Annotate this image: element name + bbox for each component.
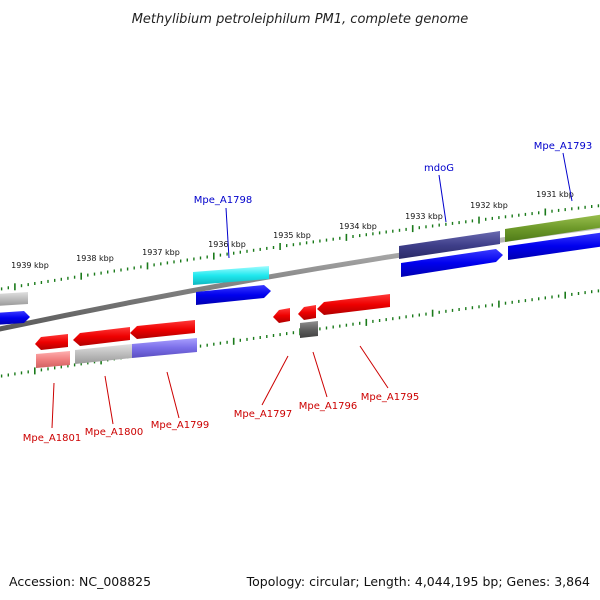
gene-label-mpe-a1797[interactable]: Mpe_A1797 xyxy=(234,409,292,420)
leader-line xyxy=(166,371,180,419)
gene-feature[interactable] xyxy=(35,334,68,350)
reverse-genes xyxy=(35,294,390,368)
leader-line xyxy=(359,345,389,389)
leader-line xyxy=(312,351,328,398)
gene-feature[interactable] xyxy=(73,327,130,346)
gene-label-mpe-a1793[interactable]: Mpe_A1793 xyxy=(534,141,592,152)
accession-text: Accession: NC_008825 xyxy=(9,574,151,589)
scale-label-1933: 1933 kbp xyxy=(405,212,443,221)
gene-label-mpe-a1801[interactable]: Mpe_A1801 xyxy=(23,433,81,444)
gene-feature[interactable] xyxy=(193,266,269,285)
leader-line xyxy=(51,382,55,429)
scale-label-1936: 1936 kbp xyxy=(208,240,246,249)
gene-label-mpe-a1799[interactable]: Mpe_A1799 xyxy=(151,420,209,431)
leader-line xyxy=(104,375,114,425)
leader-line xyxy=(438,174,447,223)
map-title: Methylibium petroleiphilum PM1, complete… xyxy=(132,12,469,27)
gene-feature[interactable] xyxy=(508,232,600,260)
gene-feature[interactable] xyxy=(0,292,28,306)
gene-feature[interactable] xyxy=(300,321,318,338)
scale-label-1938: 1938 kbp xyxy=(76,254,114,263)
scale-label-1937: 1937 kbp xyxy=(142,248,180,257)
scale-label-1931: 1931 kbp xyxy=(536,190,574,199)
scale-labels: 1939 kbp 1938 kbp 1937 kbp 1936 kbp 1935… xyxy=(11,190,574,270)
scale-label-1934: 1934 kbp xyxy=(339,222,377,231)
gene-feature[interactable] xyxy=(130,320,195,339)
gene-feature[interactable] xyxy=(132,338,197,358)
scale-label-1935: 1935 kbp xyxy=(273,231,311,240)
gene-feature[interactable] xyxy=(36,351,70,368)
gene-feature[interactable] xyxy=(298,305,316,320)
leader-line xyxy=(225,207,230,259)
gene-labels: Mpe_A1798 mdoG Mpe_A1793 Mpe_A1801 Mpe_A… xyxy=(23,141,592,444)
gene-label-mpe-a1800[interactable]: Mpe_A1800 xyxy=(85,427,143,438)
gene-feature[interactable] xyxy=(75,344,132,364)
gene-label-mdog[interactable]: mdoG xyxy=(424,163,454,174)
gene-feature[interactable] xyxy=(273,308,290,323)
scale-label-1939: 1939 kbp xyxy=(11,261,49,270)
gene-feature[interactable] xyxy=(317,294,390,315)
gene-feature[interactable] xyxy=(0,311,30,325)
forward-genes xyxy=(0,214,600,325)
genome-summary-text: Topology: circular; Length: 4,044,195 bp… xyxy=(246,574,590,589)
gene-label-mpe-a1798[interactable]: Mpe_A1798 xyxy=(194,195,252,206)
scale-ticks-upper xyxy=(0,204,600,291)
label-leaders xyxy=(51,152,573,429)
gene-feature[interactable] xyxy=(505,214,600,242)
gene-label-mpe-a1795[interactable]: Mpe_A1795 xyxy=(361,392,419,403)
gene-feature[interactable] xyxy=(401,249,503,277)
gene-label-mpe-a1796[interactable]: Mpe_A1796 xyxy=(299,401,357,412)
gene-feature[interactable] xyxy=(196,285,271,305)
leader-line xyxy=(562,152,573,202)
gene-feature[interactable] xyxy=(399,231,500,259)
leader-line xyxy=(261,355,289,406)
scale-label-1932: 1932 kbp xyxy=(470,201,508,210)
